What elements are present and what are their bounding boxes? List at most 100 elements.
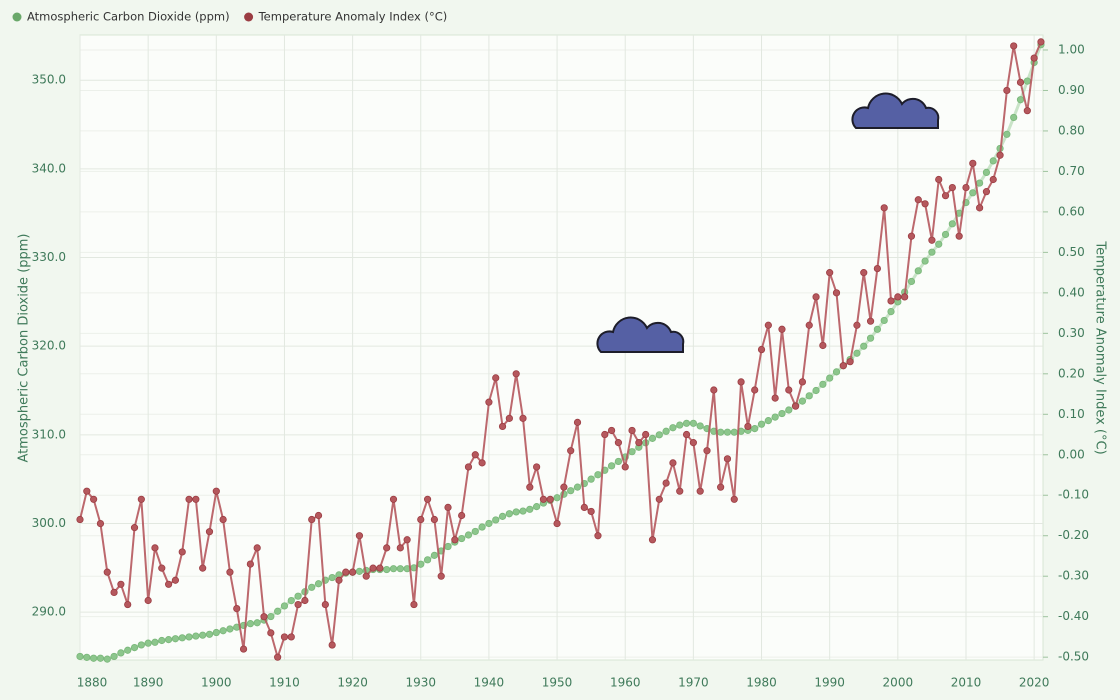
grid <box>79 35 1043 660</box>
data-point <box>335 576 343 584</box>
y2-tick-label: 0.90 <box>1058 83 1085 97</box>
data-point <box>526 505 534 513</box>
data-point <box>669 424 677 432</box>
y2-tick-label: 0.40 <box>1058 285 1085 299</box>
data-point <box>614 439 623 447</box>
data-point <box>635 439 643 447</box>
data-point <box>812 293 820 301</box>
data-point <box>662 479 670 487</box>
data-point <box>355 532 364 540</box>
data-point <box>403 536 411 544</box>
y-tick-label: 320.0 <box>32 339 66 353</box>
data-point <box>546 495 554 503</box>
data-point <box>860 269 868 277</box>
data-point <box>458 534 466 543</box>
data-point <box>178 634 186 642</box>
y2-tick-label: 0.80 <box>1058 123 1085 137</box>
data-point <box>164 580 173 588</box>
data-point <box>907 232 916 240</box>
y2-tick-label: -0.30 <box>1058 569 1089 583</box>
legend-marker <box>12 12 22 22</box>
data-point <box>1023 107 1031 115</box>
data-point <box>444 503 452 511</box>
data-point <box>96 654 105 662</box>
data-point <box>976 179 984 187</box>
data-point <box>396 565 404 573</box>
data-point <box>301 596 309 605</box>
data-point <box>805 321 813 329</box>
cloud-icon <box>596 316 685 353</box>
data-point <box>880 316 888 325</box>
data-point <box>682 419 691 427</box>
data-point <box>676 421 684 429</box>
data-point <box>239 645 248 653</box>
x-tick-label: 1910 <box>269 676 300 690</box>
data-point <box>832 368 841 376</box>
y2-tick-label: 0.00 <box>1058 447 1085 461</box>
data-point <box>962 184 970 192</box>
data-point <box>785 386 793 394</box>
data-point <box>498 422 507 431</box>
data-point <box>260 613 268 621</box>
data-point <box>1010 113 1018 122</box>
data-point <box>451 536 459 544</box>
cloud-icon <box>851 92 940 129</box>
data-point <box>648 434 657 442</box>
data-point <box>464 463 473 471</box>
data-point <box>226 625 234 633</box>
data-point <box>478 523 486 531</box>
data-point <box>1037 38 1045 46</box>
data-point <box>567 487 575 495</box>
data-point <box>512 508 520 516</box>
data-point <box>989 175 997 184</box>
data-point <box>853 321 861 329</box>
data-point <box>430 551 438 559</box>
data-point <box>873 325 881 333</box>
data-point <box>948 184 956 192</box>
data-point <box>246 560 254 568</box>
data-point <box>764 321 772 329</box>
data-point <box>880 204 888 212</box>
data-point <box>430 515 438 524</box>
data-point <box>751 386 759 394</box>
data-point <box>723 428 732 436</box>
data-point <box>948 220 956 228</box>
data-point <box>846 358 854 366</box>
data-point <box>280 602 289 610</box>
data-point <box>274 653 282 661</box>
data-point <box>798 378 807 386</box>
data-point <box>533 463 541 471</box>
data-point <box>607 426 616 435</box>
data-point <box>144 639 152 647</box>
data-point <box>130 643 139 652</box>
data-point <box>1003 86 1011 95</box>
data-point <box>158 636 166 645</box>
data-point <box>969 159 977 167</box>
data-point <box>192 495 200 503</box>
data-point <box>1003 130 1011 138</box>
data-point <box>941 192 950 200</box>
data-point <box>212 628 220 637</box>
x-tick-label: 1920 <box>337 676 368 690</box>
data-point <box>519 414 527 422</box>
data-point <box>723 455 732 463</box>
data-point <box>976 204 984 212</box>
data-point <box>458 511 466 520</box>
x-tick-label: 1980 <box>746 676 777 690</box>
y-tick-label: 340.0 <box>32 161 66 175</box>
data-point <box>730 495 738 503</box>
data-point <box>982 188 991 196</box>
data-point <box>212 487 220 495</box>
data-point <box>1016 96 1025 104</box>
data-point <box>628 448 636 456</box>
data-point <box>798 397 807 405</box>
data-point <box>805 392 813 400</box>
data-point <box>648 536 657 544</box>
y2-tick-label: -0.40 <box>1058 609 1089 623</box>
y2-tick-label: -0.20 <box>1058 528 1089 542</box>
data-point <box>485 398 493 406</box>
data-point <box>969 189 977 197</box>
data-point <box>505 510 513 518</box>
y-tick-label: 350.0 <box>32 73 66 87</box>
data-point <box>253 619 261 627</box>
